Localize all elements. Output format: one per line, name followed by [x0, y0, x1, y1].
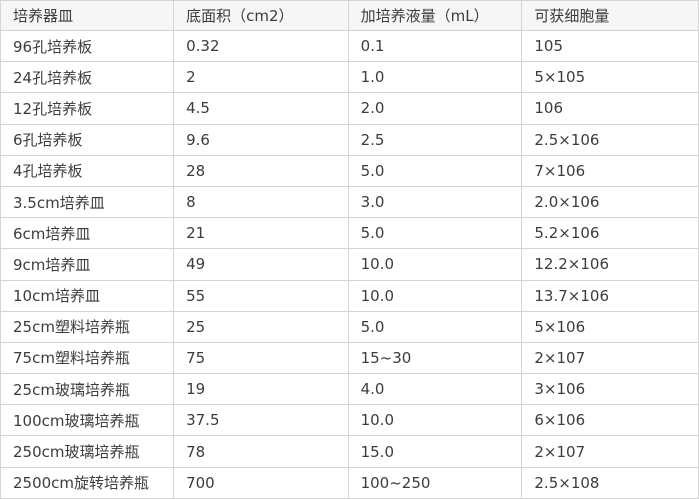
- cell-yield: 2×107: [521, 435, 699, 468]
- cell-medium: 4.0: [347, 373, 523, 406]
- cell-vessel: 2500cm旋转培养瓶: [0, 466, 175, 499]
- cell-yield: 7×106: [521, 154, 699, 187]
- cell-medium: 10.0: [347, 404, 523, 437]
- cell-medium: 0.1: [347, 29, 523, 63]
- table-header: 培养器皿 底面积（cm2） 加培养液量（mL） 可获细胞量: [0, 0, 699, 31]
- cell-yield: 2.5×106: [521, 123, 699, 156]
- cell-medium: 10.0: [347, 248, 523, 281]
- table-row: 6cm培养皿 21 5.0 5.2×106: [0, 217, 699, 250]
- cell-yield: 105: [521, 29, 699, 63]
- cell-area: 28: [173, 154, 349, 187]
- cell-area: 9.6: [173, 123, 349, 156]
- cell-vessel: 4孔培养板: [0, 154, 175, 187]
- cell-medium: 15.0: [347, 435, 523, 468]
- cell-area: 78: [173, 435, 349, 468]
- cell-vessel: 10cm培养皿: [0, 279, 175, 312]
- cell-area: 700: [173, 466, 349, 499]
- cell-yield: 5.2×106: [521, 217, 699, 250]
- cell-vessel: 6cm培养皿: [0, 217, 175, 250]
- column-header-area: 底面积（cm2）: [173, 0, 349, 31]
- cell-vessel: 100cm玻璃培养瓶: [0, 404, 175, 437]
- table-row: 4孔培养板 28 5.0 7×106: [0, 154, 699, 187]
- cell-area: 37.5: [173, 404, 349, 437]
- cell-yield: 2.0×106: [521, 185, 699, 219]
- table-row: 10cm培养皿 55 10.0 13.7×106: [0, 279, 699, 312]
- cell-vessel: 75cm塑料培养瓶: [0, 341, 175, 375]
- cell-vessel: 9cm培养皿: [0, 248, 175, 281]
- table-row: 9cm培养皿 49 10.0 12.2×106: [0, 248, 699, 281]
- cell-medium: 5.0: [347, 310, 523, 343]
- cell-medium: 2.0: [347, 92, 523, 125]
- table-row: 12孔培养板 4.5 2.0 106: [0, 92, 699, 125]
- cell-yield: 5×105: [521, 61, 699, 94]
- cell-area: 4.5: [173, 92, 349, 125]
- cell-yield: 2×107: [521, 341, 699, 375]
- cell-vessel: 96孔培养板: [0, 29, 175, 63]
- table-row: 6孔培养板 9.6 2.5 2.5×106: [0, 123, 699, 156]
- cell-yield: 5×106: [521, 310, 699, 343]
- column-header-medium: 加培养液量（mL）: [347, 0, 523, 31]
- cell-vessel: 6孔培养板: [0, 123, 175, 156]
- cell-area: 75: [173, 341, 349, 375]
- table-row: 24孔培养板 2 1.0 5×105: [0, 61, 699, 94]
- header-row: 培养器皿 底面积（cm2） 加培养液量（mL） 可获细胞量: [0, 0, 699, 31]
- cell-yield: 106: [521, 92, 699, 125]
- cell-vessel: 12孔培养板: [0, 92, 175, 125]
- cell-area: 21: [173, 217, 349, 250]
- cell-medium: 2.5: [347, 123, 523, 156]
- cell-medium: 5.0: [347, 217, 523, 250]
- cell-area: 19: [173, 373, 349, 406]
- cell-yield: 12.2×106: [521, 248, 699, 281]
- cell-medium: 100~250: [347, 466, 523, 499]
- cell-vessel: 250cm玻璃培养瓶: [0, 435, 175, 468]
- cell-medium: 1.0: [347, 61, 523, 94]
- cell-medium: 3.0: [347, 185, 523, 219]
- cell-yield: 13.7×106: [521, 279, 699, 312]
- cell-vessel: 25cm塑料培养瓶: [0, 310, 175, 343]
- cell-area: 49: [173, 248, 349, 281]
- table-row: 250cm玻璃培养瓶 78 15.0 2×107: [0, 435, 699, 468]
- cell-vessel: 3.5cm培养皿: [0, 185, 175, 219]
- table-row: 96孔培养板 0.32 0.1 105: [0, 29, 699, 63]
- table-row: 100cm玻璃培养瓶 37.5 10.0 6×106: [0, 404, 699, 437]
- table-row: 25cm玻璃培养瓶 19 4.0 3×106: [0, 373, 699, 406]
- cell-vessel: 25cm玻璃培养瓶: [0, 373, 175, 406]
- cell-area: 2: [173, 61, 349, 94]
- table-row: 2500cm旋转培养瓶 700 100~250 2.5×108: [0, 466, 699, 499]
- cell-area: 8: [173, 185, 349, 219]
- cell-area: 25: [173, 310, 349, 343]
- cell-yield: 6×106: [521, 404, 699, 437]
- cell-area: 0.32: [173, 29, 349, 63]
- cell-vessel: 24孔培养板: [0, 61, 175, 94]
- cell-medium: 10.0: [347, 279, 523, 312]
- cell-yield: 2.5×108: [521, 466, 699, 499]
- table-row: 25cm塑料培养瓶 25 5.0 5×106: [0, 310, 699, 343]
- cell-medium: 15~30: [347, 341, 523, 375]
- column-header-yield: 可获细胞量: [521, 0, 699, 31]
- table-row: 3.5cm培养皿 8 3.0 2.0×106: [0, 185, 699, 219]
- table-row: 75cm塑料培养瓶 75 15~30 2×107: [0, 341, 699, 375]
- column-header-vessel: 培养器皿: [0, 0, 175, 31]
- table-body: 96孔培养板 0.32 0.1 105 24孔培养板 2 1.0 5×105 1…: [0, 29, 699, 499]
- cell-area: 55: [173, 279, 349, 312]
- cell-yield: 3×106: [521, 373, 699, 406]
- cell-medium: 5.0: [347, 154, 523, 187]
